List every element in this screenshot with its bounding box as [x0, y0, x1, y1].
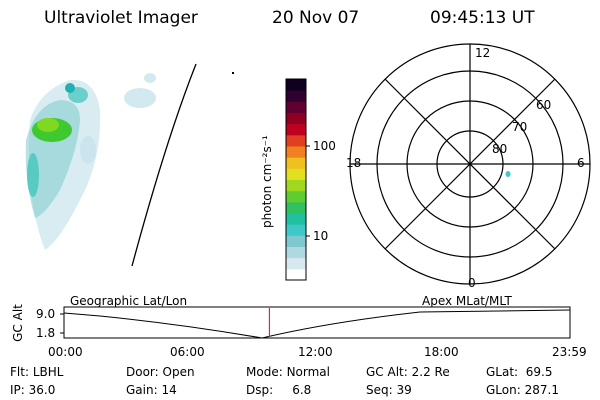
apex-title: Apex MLat/MLT — [422, 294, 512, 308]
status-mode: Mode: Normal — [246, 365, 330, 379]
limb-line — [131, 63, 197, 267]
colorbar-segment — [286, 146, 306, 158]
status-gain: Gain: 14 — [126, 383, 177, 397]
timeline-xtick-0: 00:00 — [48, 345, 83, 359]
timeline-xtick-6: 06:00 — [170, 345, 205, 359]
time-label: 09:45:13 UT — [430, 8, 535, 28]
colorbar-segment — [286, 134, 306, 147]
timeline-ytick-1-8: 1.8 — [36, 326, 56, 340]
lat-label-80: 80 — [492, 142, 508, 156]
colorbar-segment — [286, 123, 306, 136]
colorbar-segment — [286, 201, 306, 214]
colorbar-segment — [286, 90, 306, 102]
colorbar-unit-label: photon cm⁻²s⁻¹ — [260, 135, 274, 228]
lat-label-60: 60 — [536, 98, 552, 112]
colorbar-segment — [286, 101, 306, 113]
altitude-curve — [63, 309, 571, 339]
timeline-xtick-12: 12:00 — [298, 345, 333, 359]
mlt-label-12: 12 — [475, 46, 491, 60]
colorbar-label-100: 100 — [313, 139, 336, 153]
geographic-image — [25, 63, 234, 267]
polar-aurora-spot — [505, 171, 511, 177]
polar-plot — [349, 43, 591, 285]
status-flt: Flt: LBHL — [10, 365, 64, 379]
colorbar-segment — [286, 179, 306, 192]
timeline-xtick-18: 18:00 — [424, 345, 459, 359]
status-door: Door: Open — [126, 365, 195, 379]
lat-label-70: 70 — [512, 120, 528, 134]
colorbar — [286, 79, 306, 281]
colorbar-segment — [286, 235, 306, 247]
mlt-label-0: 0 — [468, 276, 476, 290]
mlt-label-6: 6 — [577, 156, 585, 170]
status-gcalt: GC Alt: 2.2 Re — [366, 365, 450, 379]
date-label: 20 Nov 07 — [272, 8, 360, 28]
colorbar-segment — [286, 257, 306, 270]
colorbar-segment — [286, 224, 306, 236]
timeline-panel — [60, 306, 571, 339]
instrument-title: Ultraviolet Imager — [44, 8, 198, 28]
timeline-frame — [63, 306, 571, 339]
colorbar-segment — [286, 190, 306, 203]
colorbar-frame — [285, 78, 307, 281]
status-dsp: Dsp: 6.8 — [246, 383, 312, 397]
colorbar-segment — [286, 213, 306, 225]
colorbar-segment — [286, 112, 306, 125]
colorbar-label-10: 10 — [313, 229, 329, 243]
timeline-xtick-end: 23:59 — [552, 345, 587, 359]
status-glon: GLon: 287.1 — [486, 383, 559, 397]
colorbar-segment — [286, 168, 306, 180]
status-ip: IP: 36.0 — [10, 383, 56, 397]
timeline-ylabel: GC Alt — [11, 304, 25, 342]
colorbar-segment — [286, 268, 306, 281]
status-glat: GLat: 69.5 — [486, 365, 553, 379]
timeline-ytick-9: 9.0 — [36, 307, 56, 321]
colorbar-segment — [286, 79, 306, 91]
mlt-label-18: 18 — [346, 156, 362, 170]
colorbar-segment — [286, 157, 306, 169]
status-seq: Seq: 39 — [366, 383, 412, 397]
geographic-title: Geographic Lat/Lon — [70, 294, 188, 308]
colorbar-segment — [286, 246, 306, 259]
